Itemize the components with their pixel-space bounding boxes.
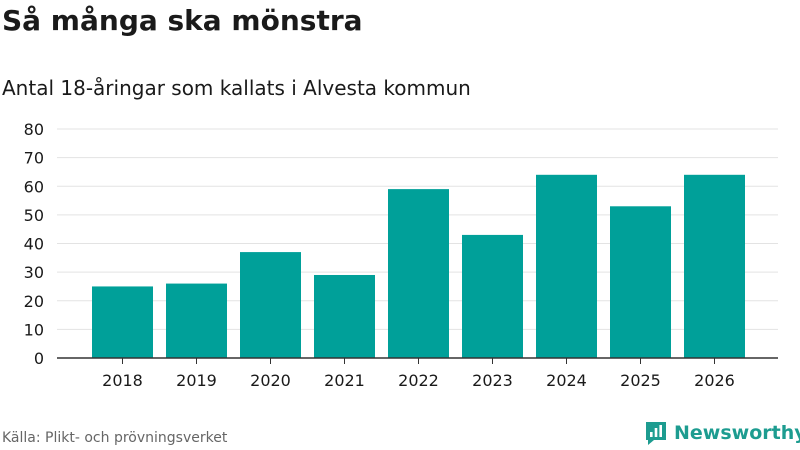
x-tick-label: 2026 bbox=[694, 371, 735, 390]
y-tick-label: 40 bbox=[24, 235, 44, 254]
x-tick-label: 2018 bbox=[102, 371, 143, 390]
y-tick-label: 50 bbox=[24, 206, 44, 225]
bar bbox=[684, 174, 745, 358]
bar bbox=[388, 189, 449, 358]
bar-chart: 0 10 20 30 40 50 60 70 80 2018 2019 2020 2021 2022 202… bbox=[24, 120, 778, 390]
x-tick-label: 2025 bbox=[620, 371, 661, 390]
y-tick-label: 80 bbox=[24, 120, 44, 139]
x-tick-label: 2022 bbox=[398, 371, 439, 390]
bar bbox=[92, 286, 153, 358]
x-tick-label: 2024 bbox=[546, 371, 587, 390]
x-tick-label: 2020 bbox=[250, 371, 291, 390]
bar bbox=[314, 274, 375, 358]
x-tick-label: 2023 bbox=[472, 371, 513, 390]
y-tick-label: 0 bbox=[34, 349, 44, 368]
bar bbox=[166, 283, 227, 358]
bar bbox=[240, 252, 301, 358]
brand-name: Newsworthy bbox=[674, 422, 800, 444]
newsworthy-logo-icon bbox=[646, 422, 666, 445]
source-note: Källa: Plikt- och prövningsverket bbox=[2, 430, 228, 446]
newsworthy-logo: Newsworthy bbox=[644, 420, 800, 446]
bar bbox=[536, 174, 597, 358]
bar bbox=[462, 234, 523, 358]
y-tick-label: 20 bbox=[24, 292, 44, 311]
y-tick-label: 30 bbox=[24, 263, 44, 282]
y-tick-label: 60 bbox=[24, 177, 44, 196]
x-tick-label: 2019 bbox=[176, 371, 217, 390]
y-tick-label: 70 bbox=[24, 149, 44, 168]
y-tick-label: 10 bbox=[24, 320, 44, 339]
chart-subtitle: Antal 18-åringar som kallats i Alvesta k… bbox=[2, 76, 471, 100]
chart-title: Så många ska mönstra bbox=[2, 4, 363, 37]
bar bbox=[610, 206, 671, 358]
x-tick-label: 2021 bbox=[324, 371, 365, 390]
